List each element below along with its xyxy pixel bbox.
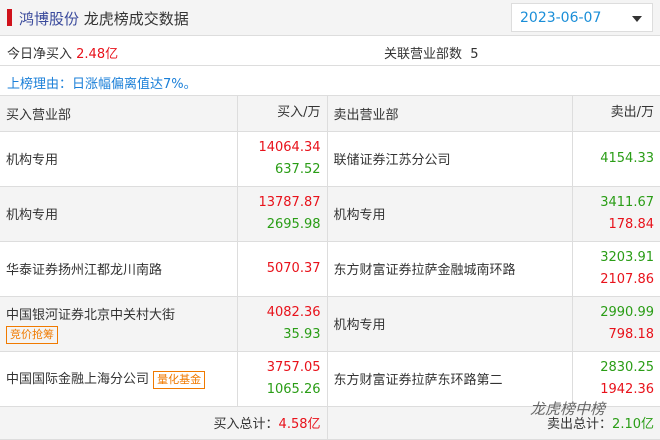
stock-name: 鸿博股份 bbox=[19, 10, 80, 28]
table-row[interactable]: 中国银河证券北京中关村大街 竞价抢筹 4082.36 35.93 机构专用 2990… bbox=[0, 296, 660, 352]
sell-dept[interactable]: 东方财富证券拉萨金融城南环路 bbox=[327, 241, 573, 297]
buy-total-label: 买入总计： bbox=[213, 417, 279, 432]
sell-value-of-buyer: 637.52 bbox=[275, 161, 321, 177]
sell-dept-name: 机构专用 bbox=[333, 318, 386, 333]
sell-dept-name: 东方财富证券拉萨金融城南环路 bbox=[333, 263, 516, 278]
header: 鸿博股份 龙虎榜成交数据 2023-06-07 bbox=[0, 0, 660, 36]
col-buy-amt: 买入/万 bbox=[237, 96, 328, 132]
buy-value: 4082.36 bbox=[266, 304, 321, 320]
buy-dept[interactable]: 机构专用 bbox=[0, 186, 238, 242]
sell-value-of-buyer: 35.93 bbox=[283, 326, 321, 342]
summary-row: 今日净买入 2.48亿 关联营业部数 5 bbox=[0, 36, 660, 66]
buy-total-value: 4.58亿 bbox=[278, 417, 321, 432]
related-value: 5 bbox=[470, 47, 479, 62]
buy-value-of-seller: 798.18 bbox=[608, 326, 655, 342]
sell-total-value: 2.10亿 bbox=[612, 417, 654, 432]
buy-dept[interactable]: 华泰证券扬州江都龙川南路 bbox=[0, 241, 238, 297]
sell-value: 2830.25 bbox=[600, 359, 654, 375]
sell-amounts: 2830.25 1942.36 bbox=[572, 351, 660, 407]
sell-dept[interactable]: 东方财富证券拉萨东环路第二 bbox=[327, 351, 573, 407]
date-value: 2023-06-07 bbox=[520, 10, 602, 26]
table-header: 买入营业部 买入/万 卖出营业部 卖出/万 bbox=[0, 96, 660, 132]
sell-dept-name: 机构专用 bbox=[333, 208, 386, 223]
table-row[interactable]: 机构专用 13787.87 2695.98 机构专用 3411.67 178.84 bbox=[0, 186, 660, 242]
sell-amounts: 2990.99 798.18 bbox=[572, 296, 660, 352]
sell-amounts: 3203.91 2107.86 bbox=[572, 241, 660, 297]
buy-amounts: 13787.87 2695.98 bbox=[237, 186, 328, 242]
buy-dept[interactable]: 中国国际金融上海分公司 量化基金 bbox=[0, 351, 238, 407]
sell-total-label: 卖出总计： bbox=[547, 417, 613, 432]
col-sell-dept: 卖出营业部 bbox=[327, 96, 573, 132]
sell-dept[interactable]: 机构专用 bbox=[327, 186, 573, 242]
sell-dept-name: 联储证券江苏分公司 bbox=[333, 153, 451, 168]
buy-amounts: 5070.37 bbox=[237, 241, 328, 297]
buy-dept-name: 机构专用 bbox=[6, 153, 59, 168]
sell-amounts: 4154.33 bbox=[572, 131, 660, 187]
table-row[interactable]: 机构专用 14064.34 637.52 联储证券江苏分公司 4154.33 bbox=[0, 131, 660, 187]
buy-amounts: 3757.05 1065.26 bbox=[237, 351, 328, 407]
sell-amounts: 3411.67 178.84 bbox=[572, 186, 660, 242]
sell-dept[interactable]: 机构专用 bbox=[327, 296, 573, 352]
related-label: 关联营业部数 bbox=[384, 47, 463, 62]
date-select[interactable]: 2023-06-07 bbox=[511, 3, 653, 32]
sell-dept[interactable]: 联储证券江苏分公司 bbox=[327, 131, 573, 187]
sell-total: 卖出总计：2.10亿 bbox=[327, 406, 660, 440]
col-sell-amt: 卖出/万 bbox=[572, 96, 660, 132]
sell-value-of-buyer: 2695.98 bbox=[266, 216, 321, 232]
net-buy-value: 2.48亿 bbox=[76, 47, 119, 62]
sell-dept-name: 东方财富证券拉萨东环路第二 bbox=[333, 373, 503, 388]
sell-value-of-buyer: 1065.26 bbox=[266, 381, 321, 397]
reason: 上榜理由：日涨幅偏离值达7%。 bbox=[0, 66, 660, 96]
title-marker bbox=[7, 9, 12, 26]
chevron-down-icon bbox=[632, 16, 642, 22]
buy-dept-name: 中国银河证券北京中关村大街 bbox=[6, 307, 176, 323]
buy-dept-name: 机构专用 bbox=[6, 208, 59, 223]
buy-value-of-seller: 2107.86 bbox=[600, 271, 654, 287]
title-text: 龙虎榜成交数据 bbox=[83, 10, 189, 28]
trade-table: 买入营业部 买入/万 卖出营业部 卖出/万 机构专用 14064.34 637.5… bbox=[0, 96, 660, 440]
buy-value: 3757.05 bbox=[266, 359, 321, 375]
buy-tag: 竞价抢筹 bbox=[6, 325, 58, 344]
buy-dept[interactable]: 中国银河证券北京中关村大街 竞价抢筹 bbox=[0, 296, 238, 352]
table-row[interactable]: 中国国际金融上海分公司 量化基金 3757.05 1065.26 东方财富证券拉萨… bbox=[0, 351, 660, 407]
buy-tag: 量化基金 bbox=[153, 371, 206, 389]
buy-value-of-seller: 1942.36 bbox=[600, 381, 654, 397]
buy-dept-name: 华泰证券扬州江都龙川南路 bbox=[6, 263, 163, 278]
buy-dept[interactable]: 机构专用 bbox=[0, 131, 238, 187]
buy-value: 14064.34 bbox=[258, 139, 321, 155]
buy-amounts: 4082.36 35.93 bbox=[237, 296, 328, 352]
buy-amounts: 14064.34 637.52 bbox=[237, 131, 328, 187]
watermark: 龙虎榜中榜 bbox=[530, 400, 606, 418]
net-buy-label: 今日净买入 bbox=[7, 47, 73, 62]
sell-value: 3203.91 bbox=[600, 249, 654, 265]
buy-value-of-seller: 178.84 bbox=[608, 216, 655, 232]
buy-total: 买入总计：4.58亿 bbox=[0, 406, 328, 440]
sell-value: 2990.99 bbox=[600, 304, 654, 320]
buy-value: 5070.37 bbox=[266, 260, 321, 276]
table-row[interactable]: 华泰证券扬州江都龙川南路 5070.37 东方财富证券拉萨金融城南环路 3203… bbox=[0, 241, 660, 297]
page-title: 鸿博股份 龙虎榜成交数据 bbox=[19, 8, 189, 29]
col-buy-dept: 买入营业部 bbox=[0, 96, 238, 132]
buy-dept-name: 中国国际金融上海分公司 bbox=[6, 372, 150, 387]
table-footer: 买入总计：4.58亿 卖出总计：2.10亿 bbox=[0, 406, 660, 440]
sell-value: 4154.33 bbox=[600, 150, 654, 166]
sell-value: 3411.67 bbox=[600, 194, 654, 210]
buy-value: 13787.87 bbox=[258, 194, 321, 210]
related-count: 关联营业部数 5 bbox=[384, 43, 479, 62]
